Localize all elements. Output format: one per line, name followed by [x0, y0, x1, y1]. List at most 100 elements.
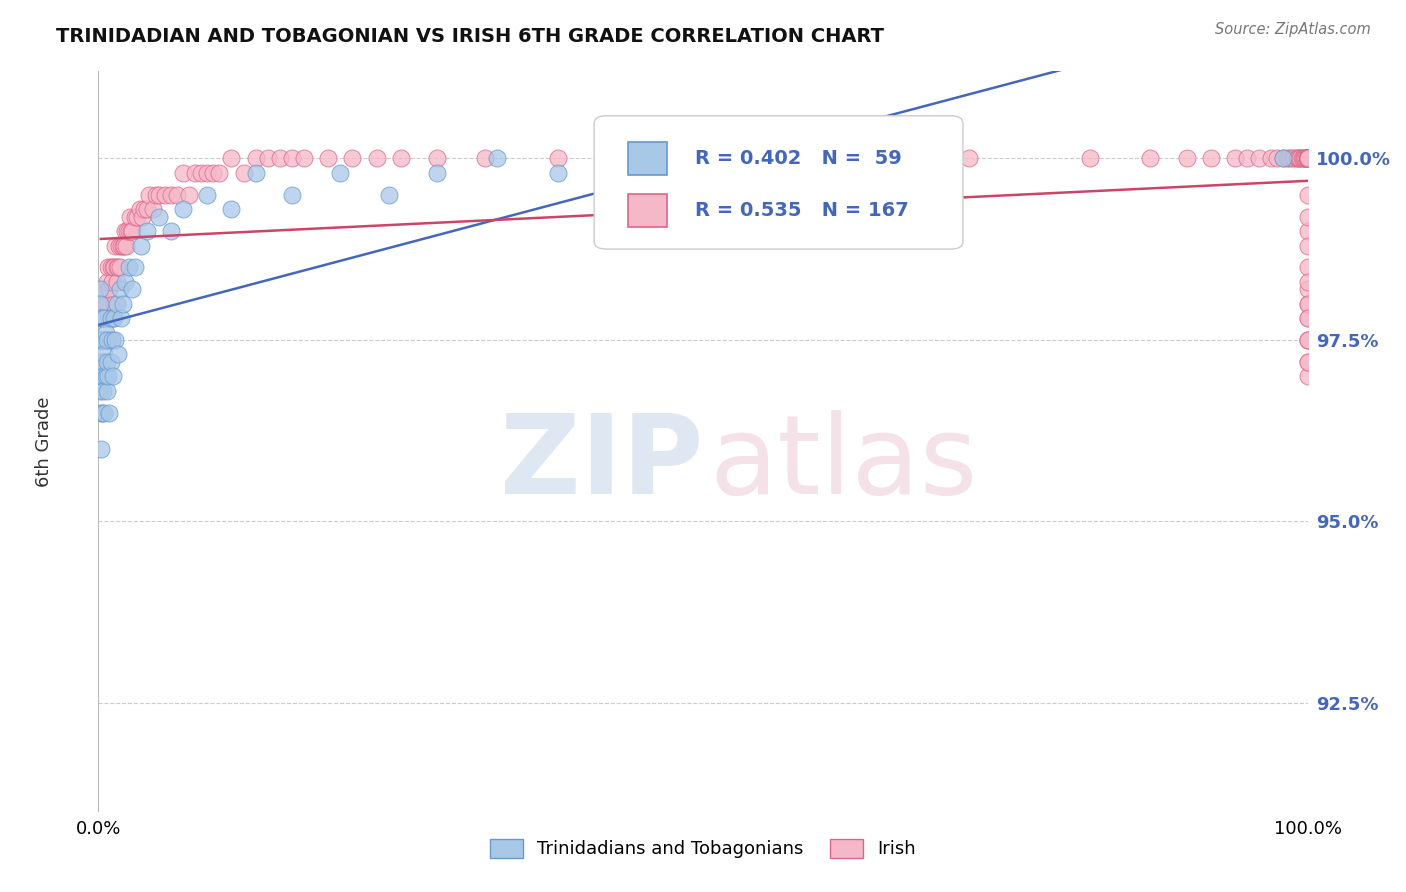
Point — [1296, 152, 1319, 166]
Point — [765, 166, 787, 180]
Point — [1296, 152, 1319, 166]
Point — [1275, 152, 1298, 166]
Point — [110, 311, 132, 326]
Point — [111, 296, 134, 310]
Point — [110, 238, 132, 252]
Point — [1223, 152, 1246, 166]
Text: 6th Grade: 6th Grade — [35, 396, 53, 487]
Point — [1296, 152, 1319, 166]
Point — [547, 152, 569, 166]
Point — [1260, 152, 1282, 166]
Point — [97, 260, 120, 275]
Point — [108, 282, 131, 296]
Point — [1296, 152, 1319, 166]
Point — [1296, 152, 1319, 166]
Point — [103, 311, 125, 326]
Text: ZIP: ZIP — [499, 410, 703, 517]
Point — [91, 296, 114, 310]
Point — [114, 275, 136, 289]
Point — [547, 166, 569, 180]
Point — [1296, 152, 1319, 166]
Point — [1139, 152, 1161, 166]
Point — [127, 210, 149, 224]
Point — [1296, 152, 1319, 166]
Point — [486, 152, 509, 166]
Point — [96, 354, 118, 368]
Point — [184, 166, 207, 180]
Point — [1296, 152, 1319, 166]
Point — [1296, 152, 1319, 166]
Point — [93, 347, 115, 361]
Point — [124, 210, 146, 224]
Point — [1288, 152, 1310, 166]
Point — [138, 187, 160, 202]
Text: TRINIDADIAN AND TOBAGONIAN VS IRISH 6TH GRADE CORRELATION CHART: TRINIDADIAN AND TOBAGONIAN VS IRISH 6TH … — [56, 27, 884, 45]
Point — [101, 311, 124, 326]
Point — [619, 152, 641, 166]
Point — [1296, 152, 1319, 166]
Point — [1296, 354, 1319, 368]
Point — [94, 326, 117, 340]
Point — [1296, 238, 1319, 252]
Point — [208, 166, 231, 180]
Point — [90, 311, 112, 326]
Point — [89, 282, 111, 296]
Point — [1296, 152, 1319, 166]
Point — [256, 152, 278, 166]
Point — [1296, 187, 1319, 202]
Point — [1296, 152, 1319, 166]
Point — [1296, 333, 1319, 347]
Point — [281, 187, 304, 202]
Point — [96, 311, 118, 326]
Point — [366, 152, 388, 166]
Point — [89, 311, 111, 326]
Point — [121, 282, 143, 296]
Point — [1296, 152, 1319, 166]
Point — [221, 152, 243, 166]
Point — [1296, 152, 1319, 166]
Point — [107, 260, 129, 275]
Point — [1296, 152, 1319, 166]
Point — [108, 260, 131, 275]
Point — [232, 166, 254, 180]
Point — [1296, 152, 1319, 166]
Point — [195, 166, 218, 180]
Point — [98, 405, 121, 419]
Point — [1296, 152, 1319, 166]
Point — [118, 210, 141, 224]
Point — [1272, 152, 1295, 166]
Point — [97, 369, 120, 384]
Point — [90, 442, 112, 456]
Point — [128, 202, 150, 217]
Point — [1296, 152, 1319, 166]
Point — [1284, 152, 1306, 166]
Point — [89, 296, 111, 310]
Point — [1296, 311, 1319, 326]
Point — [1296, 152, 1319, 166]
Point — [221, 202, 243, 217]
Point — [1296, 152, 1319, 166]
Point — [190, 166, 212, 180]
Text: Source: ZipAtlas.com: Source: ZipAtlas.com — [1215, 22, 1371, 37]
Point — [134, 202, 156, 217]
Point — [111, 238, 134, 252]
Point — [1236, 152, 1258, 166]
Point — [108, 238, 131, 252]
Point — [1296, 152, 1319, 166]
Point — [1296, 152, 1319, 166]
Point — [93, 311, 115, 326]
Point — [1296, 152, 1319, 166]
Point — [115, 238, 138, 252]
Point — [98, 282, 121, 296]
Point — [1296, 152, 1319, 166]
Point — [100, 333, 122, 347]
Point — [179, 187, 201, 202]
Point — [1296, 224, 1319, 238]
Point — [104, 333, 127, 347]
Point — [474, 152, 496, 166]
Point — [100, 260, 122, 275]
Point — [1296, 152, 1319, 166]
Point — [1078, 152, 1101, 166]
Point — [131, 210, 153, 224]
Point — [89, 333, 111, 347]
